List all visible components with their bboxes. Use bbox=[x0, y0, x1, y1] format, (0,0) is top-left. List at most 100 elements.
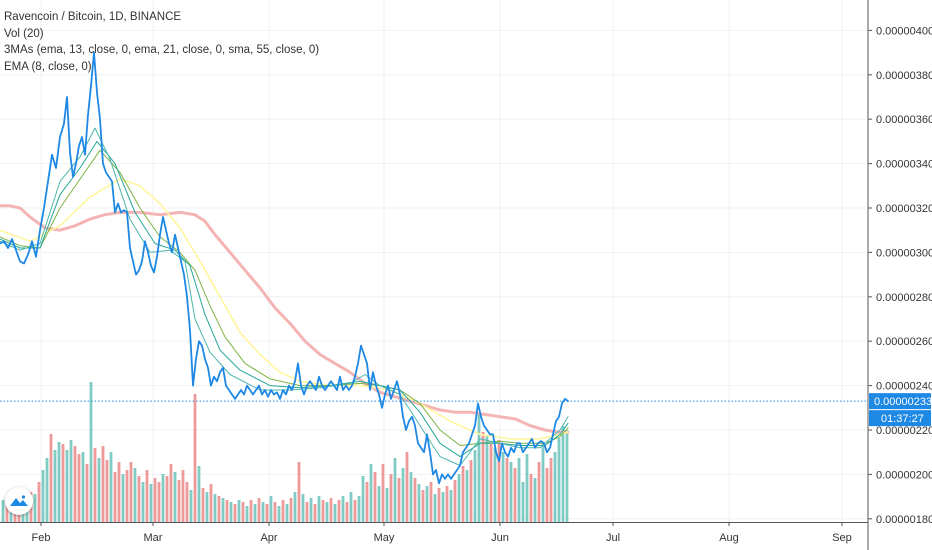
volume-bar bbox=[65, 450, 69, 522]
y-tick-label: 0.00000240 bbox=[876, 381, 932, 393]
time-axis: Feb Mar Apr May Jun Jul Aug Sep bbox=[0, 522, 868, 544]
volume-bar bbox=[501, 452, 505, 522]
last-price-tag bbox=[869, 393, 931, 410]
grid-lines bbox=[0, 0, 866, 522]
volume-bar bbox=[417, 484, 421, 522]
volume-bar bbox=[521, 482, 525, 522]
volume-bar bbox=[433, 494, 437, 522]
volume-bar bbox=[69, 440, 73, 522]
volume-bar bbox=[85, 464, 89, 522]
volume-bar bbox=[45, 458, 49, 522]
volume-bar bbox=[465, 470, 469, 522]
price-line bbox=[0, 51, 569, 485]
volume-bar bbox=[245, 506, 249, 522]
volume-bars bbox=[1, 382, 569, 522]
legend-3mas: 3MAs (ema, 13, close, 0, ema, 21, close,… bbox=[4, 44, 320, 56]
volume-bar bbox=[409, 472, 413, 522]
y-tick-label: 0.00000320 bbox=[876, 203, 932, 215]
volume-bar bbox=[1, 500, 5, 522]
sma-long-line bbox=[0, 204, 570, 434]
volume-bar bbox=[401, 468, 405, 522]
volume-bar bbox=[345, 502, 349, 522]
volume-bar bbox=[157, 482, 161, 522]
volume-bar bbox=[369, 464, 373, 522]
volume-bar bbox=[161, 474, 165, 522]
y-tick-label: 0.00000180 bbox=[876, 514, 932, 526]
volume-bar bbox=[429, 482, 433, 522]
x-tick-label: Jun bbox=[491, 532, 509, 544]
volume-bar bbox=[133, 468, 137, 522]
volume-bar bbox=[445, 486, 449, 522]
volume-bar bbox=[277, 506, 281, 522]
volume-bar bbox=[37, 482, 41, 522]
x-tick-label: Sep bbox=[832, 532, 852, 544]
volume-bar bbox=[261, 502, 265, 522]
x-tick-label: Apr bbox=[260, 532, 277, 544]
volume-bar bbox=[529, 474, 533, 522]
x-tick-label: Feb bbox=[32, 532, 51, 544]
volume-bar bbox=[489, 444, 493, 522]
volume-bar bbox=[377, 486, 381, 522]
volume-bar bbox=[421, 490, 425, 522]
volume-bar bbox=[169, 464, 173, 522]
volume-bar bbox=[121, 474, 125, 522]
volume-bar bbox=[309, 498, 313, 522]
volume-bar bbox=[405, 452, 409, 522]
volume-bar bbox=[193, 394, 197, 522]
volume-bar bbox=[129, 462, 133, 522]
volume-bar bbox=[393, 458, 397, 522]
volume-bar bbox=[137, 476, 141, 522]
volume-bar bbox=[481, 432, 485, 522]
volume-bar bbox=[273, 502, 277, 522]
volume-bar bbox=[253, 504, 257, 522]
volume-bar bbox=[473, 450, 477, 522]
volume-bar bbox=[153, 478, 157, 522]
volume-bar bbox=[533, 478, 537, 522]
series-lines bbox=[0, 51, 570, 485]
volume-bar bbox=[209, 484, 213, 522]
volume-bar bbox=[213, 494, 217, 522]
x-tick-label: Aug bbox=[719, 532, 739, 544]
volume-bar bbox=[509, 462, 513, 522]
ema8-line bbox=[0, 127, 569, 466]
volume-bar bbox=[497, 440, 501, 522]
volume-bar bbox=[537, 462, 541, 522]
volume-bar bbox=[321, 500, 325, 522]
volume-bar bbox=[541, 442, 545, 522]
y-tick-label: 0.00000300 bbox=[876, 247, 932, 259]
volume-bar bbox=[553, 452, 557, 522]
volume-bar bbox=[301, 494, 305, 522]
legend-volume: Vol (20) bbox=[4, 27, 44, 40]
last-price-label: 0.00000233 bbox=[874, 396, 932, 408]
volume-bar bbox=[125, 470, 129, 522]
volume-bar bbox=[101, 446, 105, 522]
volume-bar bbox=[413, 478, 417, 522]
volume-bar bbox=[181, 470, 185, 522]
volume-bar bbox=[189, 490, 193, 522]
volume-bar bbox=[201, 488, 205, 522]
volume-bar bbox=[289, 498, 293, 522]
volume-bar bbox=[381, 464, 385, 522]
volume-bar bbox=[89, 382, 93, 522]
price-axis: 0.00000400 0.00000380 0.00000360 0.00000340… bbox=[867, 0, 932, 550]
volume-bar bbox=[513, 468, 517, 522]
legend-title: Ravencoin / Bitcoin, 1D, BINANCE bbox=[4, 11, 182, 23]
volume-bar bbox=[105, 460, 109, 522]
volume-bar bbox=[265, 504, 269, 522]
volume-bar bbox=[41, 470, 45, 522]
volume-bar bbox=[225, 500, 229, 522]
volume-bar bbox=[73, 446, 77, 522]
volume-bar bbox=[449, 490, 453, 522]
volume-bar bbox=[33, 494, 37, 522]
volume-bar bbox=[61, 444, 65, 522]
volume-bar bbox=[313, 504, 317, 522]
volume-bar bbox=[317, 496, 321, 522]
volume-bar bbox=[293, 492, 297, 522]
volume-bar bbox=[269, 496, 273, 522]
volume-bar bbox=[57, 442, 61, 522]
legend-ema: EMA (8, close, 0) bbox=[4, 60, 92, 73]
tradingview-logo[interactable] bbox=[5, 487, 33, 515]
volume-bar bbox=[229, 502, 233, 522]
volume-bar bbox=[457, 474, 461, 522]
